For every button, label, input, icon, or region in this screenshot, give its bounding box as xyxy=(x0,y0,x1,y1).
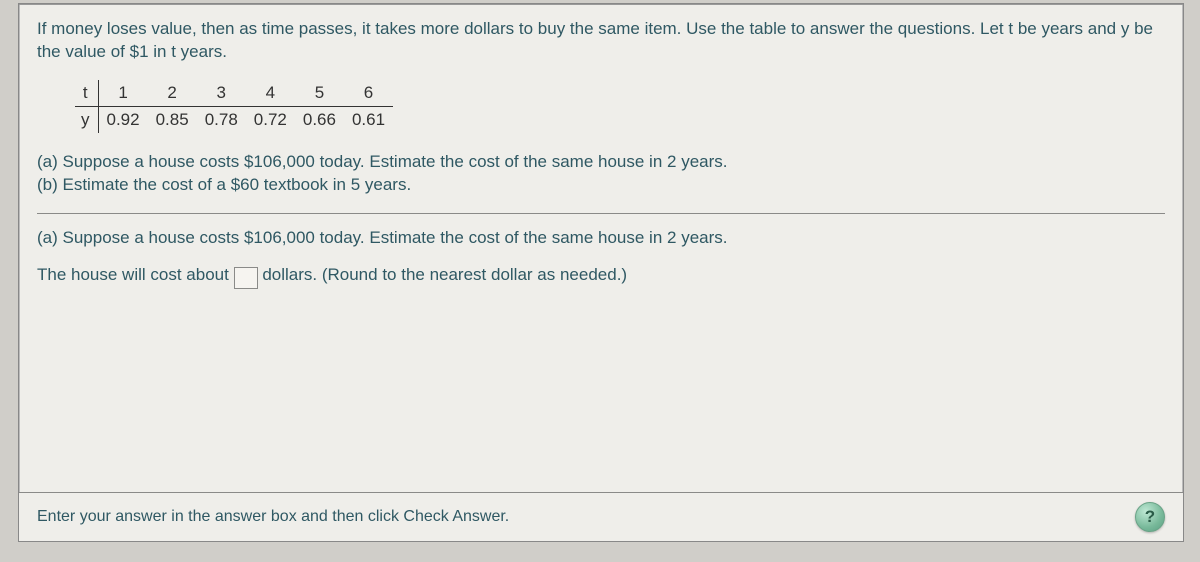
t-cell: 2 xyxy=(148,80,197,107)
answer-suffix: dollars. (Round to the nearest dollar as… xyxy=(262,265,627,284)
answer-line: The house will cost about dollars. (Roun… xyxy=(37,262,1165,290)
t-cell: 5 xyxy=(295,80,344,107)
panel-top-border xyxy=(19,4,1183,5)
y-cell: 0.78 xyxy=(197,106,246,133)
t-cell: 4 xyxy=(246,80,295,107)
footer-bar: Enter your answer in the answer box and … xyxy=(19,492,1183,541)
t-cell: 1 xyxy=(98,80,148,107)
t-cell: 6 xyxy=(344,80,393,107)
problem-intro-text: If money loses value, then as time passe… xyxy=(37,18,1165,64)
y-cell: 0.92 xyxy=(98,106,148,133)
y-cell: 0.85 xyxy=(148,106,197,133)
y-cell: 0.72 xyxy=(246,106,295,133)
footer-instruction: Enter your answer in the answer box and … xyxy=(37,508,1135,526)
answer-prefix: The house will cost about xyxy=(37,265,229,284)
help-button[interactable]: ? xyxy=(1135,502,1165,532)
table-row-y: y 0.92 0.85 0.78 0.72 0.66 0.61 xyxy=(75,106,393,133)
question-panel: If money loses value, then as time passe… xyxy=(18,3,1184,542)
answer-input[interactable] xyxy=(234,267,258,289)
current-part-prompt: (a) Suppose a house costs $106,000 today… xyxy=(37,228,1165,248)
question-mark-icon: ? xyxy=(1145,507,1155,527)
y-cell: 0.66 xyxy=(295,106,344,133)
y-cell: 0.61 xyxy=(344,106,393,133)
data-table: t 1 2 3 4 5 6 y 0.92 0.85 0.78 0.72 0.66… xyxy=(75,80,393,133)
question-body: If money loses value, then as time passe… xyxy=(37,18,1165,541)
question-list: (a) Suppose a house costs $106,000 today… xyxy=(37,151,1165,197)
table-header-t: t xyxy=(75,80,98,107)
table-header-y: y xyxy=(75,106,98,133)
data-table-wrap: t 1 2 3 4 5 6 y 0.92 0.85 0.78 0.72 0.66… xyxy=(75,80,1165,133)
question-a: (a) Suppose a house costs $106,000 today… xyxy=(37,151,1165,174)
question-b: (b) Estimate the cost of a $60 textbook … xyxy=(37,174,1165,197)
t-cell: 3 xyxy=(197,80,246,107)
table-row-t: t 1 2 3 4 5 6 xyxy=(75,80,393,107)
section-divider xyxy=(37,213,1165,214)
